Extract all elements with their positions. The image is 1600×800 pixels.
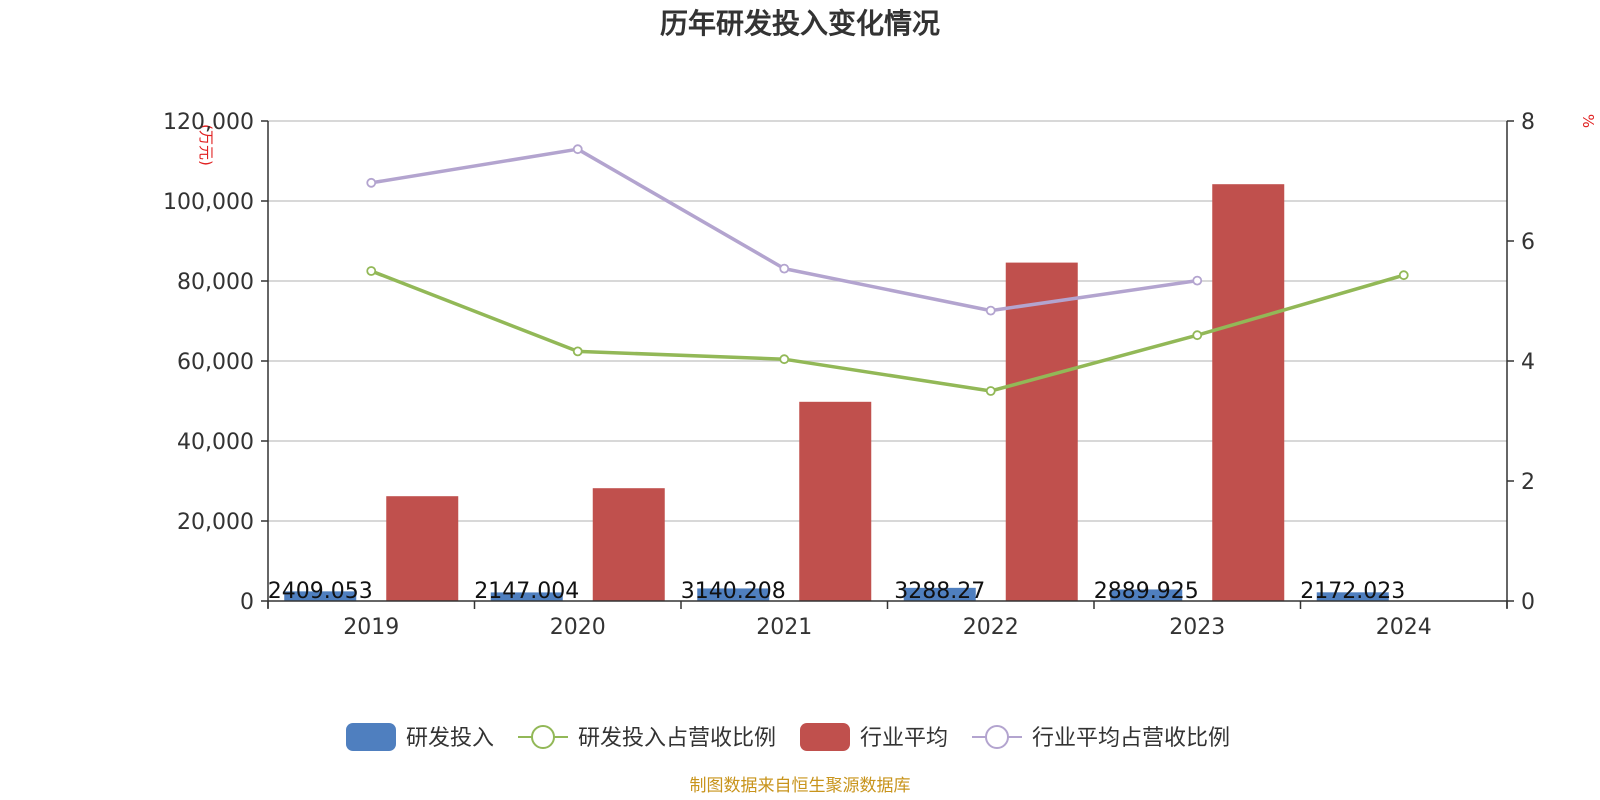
legend-label: 行业平均占营收比例 [1032, 726, 1230, 751]
point-研发投入占营收比例 [985, 386, 996, 396]
right-axis-tick-label: 6 [1521, 230, 1535, 255]
x-axis-tick-label: 2020 [550, 615, 606, 640]
data-label: 2889.925 [1094, 579, 1199, 604]
chart-title: 历年研发投入变化情况 [660, 7, 940, 40]
bar-行业平均 [592, 488, 665, 601]
point-行业平均占营收比例 [1192, 275, 1203, 286]
left-axis-unit: (万元) [197, 124, 215, 166]
x-axis-tick-label: 2021 [756, 615, 812, 640]
legend-label: 行业平均 [860, 726, 948, 751]
right-axis-unit: % [1579, 114, 1597, 128]
x-axis-tick-label: 2024 [1376, 615, 1432, 640]
bar-行业平均 [1212, 184, 1285, 601]
point-行业平均占营收比例 [366, 177, 377, 188]
data-label: 3140.208 [681, 579, 786, 604]
point-研发投入占营收比例 [1398, 270, 1409, 281]
left-axis-tick-label: 80,000 [177, 270, 254, 295]
left-axis-tick-label: 120,000 [163, 110, 254, 135]
legend: 研发投入 研发投入占营收比例 行业平均 行业平均占营收比例 [346, 723, 1230, 751]
legend-swatch [800, 723, 850, 751]
bar-研发投入 [1316, 592, 1389, 601]
point-研发投入占营收比例 [779, 354, 790, 365]
point-行业平均占营收比例 [779, 263, 790, 274]
data-label: 3288.27 [894, 579, 985, 604]
data-labels: 2409.053 2147.004 3140.208 3288.27 2889.925 2… [268, 579, 1405, 604]
left-axis-tick-label: 0 [240, 590, 254, 615]
bars [284, 184, 1389, 601]
legend-label: 研发投入 [406, 726, 494, 751]
line-研发投入占营收比例 [370, 269, 1405, 393]
right-axis-tick-label: 8 [1521, 110, 1535, 135]
left-axis-tick-label: 100,000 [163, 190, 254, 215]
legend-label: 研发投入占营收比例 [578, 726, 776, 751]
bar-研发投入 [284, 591, 357, 601]
bar-行业平均 [799, 401, 872, 601]
bar-研发投入 [490, 592, 563, 601]
bar-研发投入 [697, 588, 770, 601]
point-研发投入占营收比例 [1192, 330, 1203, 341]
data-label: 2147.004 [474, 579, 579, 604]
right-axis-tick-label: 2 [1521, 470, 1535, 495]
bar-行业平均 [1005, 262, 1078, 601]
left-axis-tick-label: 40,000 [177, 430, 254, 455]
bar-行业平均 [386, 496, 459, 601]
bar-研发投入 [903, 587, 976, 601]
point-行业平均占营收比例 [985, 305, 996, 316]
lines [366, 144, 1409, 396]
legend-marker [531, 725, 555, 749]
legend-swatch [346, 723, 396, 751]
data-label: 2409.053 [268, 579, 373, 604]
left-axis-tick-label: 60,000 [177, 350, 254, 375]
legend-marker [985, 725, 1009, 749]
left-axis-tick-label: 20,000 [177, 510, 254, 535]
data-label: 2172.023 [1300, 579, 1405, 604]
right-axis-tick-label: 4 [1521, 350, 1535, 375]
bar-研发投入 [1110, 589, 1183, 601]
point-研发投入占营收比例 [572, 346, 583, 357]
axes: 0 20,000 40,000 60,000 80,000 100,000 120,000 0… [163, 110, 1535, 640]
gridlines [268, 120, 1507, 522]
point-研发投入占营收比例 [366, 266, 377, 276]
right-axis-tick-label: 0 [1521, 590, 1535, 615]
point-行业平均占营收比例 [572, 144, 583, 155]
x-axis-tick-label: 2023 [1169, 615, 1225, 640]
x-axis-tick-label: 2022 [963, 615, 1019, 640]
x-axis-tick-label: 2019 [343, 615, 399, 640]
source-note: 制图数据来自恒生聚源数据库 [690, 776, 911, 796]
